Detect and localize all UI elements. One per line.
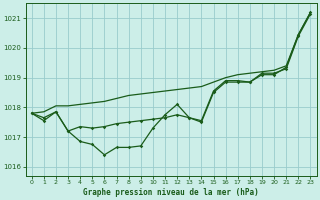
- X-axis label: Graphe pression niveau de la mer (hPa): Graphe pression niveau de la mer (hPa): [83, 188, 259, 197]
